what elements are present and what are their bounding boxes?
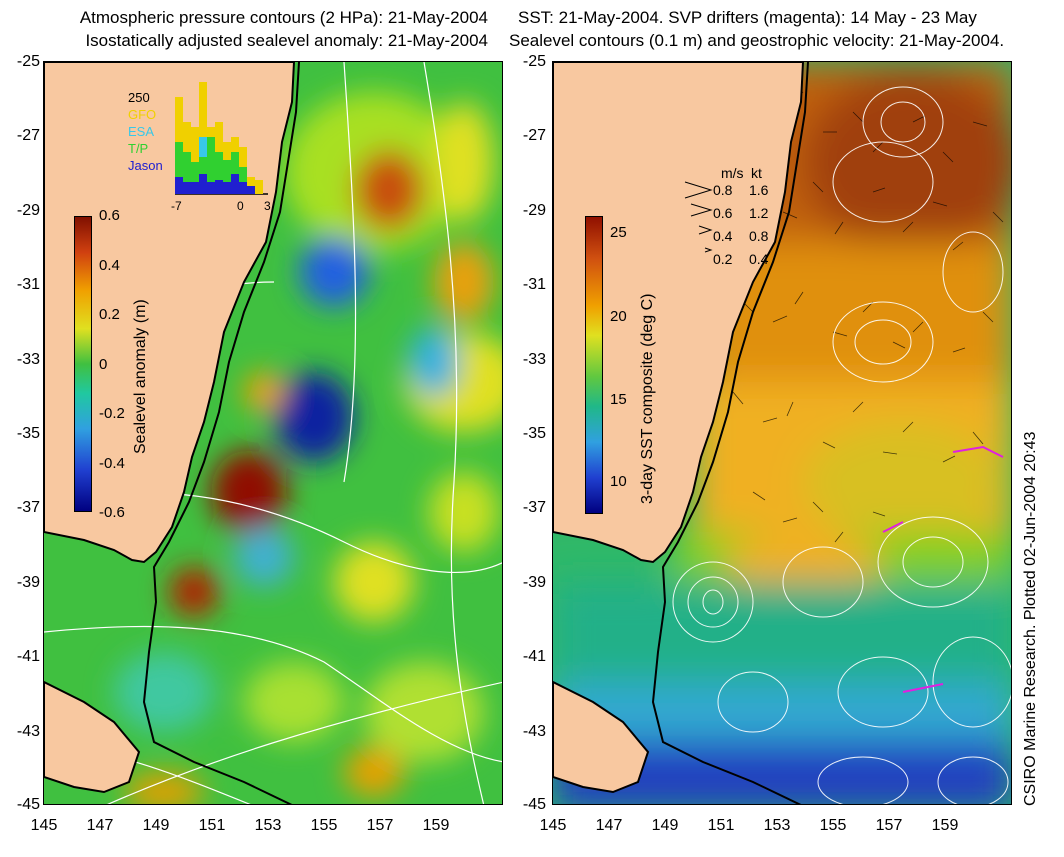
lon-tick-left: 151 bbox=[198, 817, 226, 834]
lon-tick-left: 155 bbox=[310, 817, 338, 834]
lat-tick-right: -39 bbox=[522, 574, 546, 591]
colorbar-tick: 0.4 bbox=[99, 257, 120, 274]
lat-tick-right: -31 bbox=[522, 276, 546, 293]
legend-tp: T/P bbox=[128, 141, 149, 156]
lon-tick-right: 147 bbox=[595, 817, 623, 834]
lon-tick-left: 157 bbox=[366, 817, 394, 834]
histogram-tick-max: 3 bbox=[264, 199, 271, 213]
colorbar-tick: -0.2 bbox=[99, 405, 125, 422]
velocity-arrow-icons bbox=[684, 181, 713, 253]
lon-tick-left: 145 bbox=[30, 817, 58, 834]
velocity-legend-kt: 1.2 bbox=[749, 205, 769, 221]
sst-colorbar bbox=[585, 216, 603, 514]
lat-tick-right: -41 bbox=[522, 648, 546, 665]
left-title-line1: Atmospheric pressure contours (2 HPa): 2… bbox=[79, 8, 488, 27]
velocity-legend-kt: 0.4 bbox=[749, 251, 769, 267]
right-title-line2: Sealevel contours (0.1 m) and geostrophi… bbox=[509, 31, 1005, 50]
velocity-legend-ms: 0.4 bbox=[713, 228, 733, 244]
colorbar-tick: 0 bbox=[99, 356, 108, 373]
histogram-tick-min: -7 bbox=[171, 199, 182, 213]
sst-colorbar-label: 3-day SST composite (deg C) bbox=[639, 293, 656, 504]
lon-tick-right: 157 bbox=[875, 817, 903, 834]
lon-tick-left: 159 bbox=[422, 817, 450, 834]
lat-tick-left: -39 bbox=[16, 574, 40, 591]
lon-tick-left: 149 bbox=[142, 817, 170, 834]
lon-tick-right: 151 bbox=[707, 817, 735, 834]
colorbar-tick: 25 bbox=[610, 224, 627, 241]
left-title-line2: Isostatically adjusted sealevel anomaly:… bbox=[85, 31, 488, 50]
lat-tick-right: -43 bbox=[522, 723, 546, 740]
velocity-legend-kt: 0.8 bbox=[749, 228, 769, 244]
velocity-legend-kt: 1.6 bbox=[749, 182, 769, 198]
credit-label: CSIRO Marine Research. Plotted 02-Jun-20… bbox=[1022, 431, 1039, 806]
colorbar-tick: -0.4 bbox=[99, 455, 125, 472]
sealevel-colorbar-label: Sealevel anomaly (m) bbox=[132, 299, 149, 454]
lon-tick-left: 147 bbox=[86, 817, 114, 834]
lat-tick-left: -41 bbox=[16, 648, 40, 665]
lon-tick-left: 153 bbox=[254, 817, 282, 834]
velocity-legend-ms: 0.6 bbox=[713, 205, 733, 221]
lat-tick-right: -35 bbox=[522, 425, 546, 442]
lat-tick-left: -33 bbox=[16, 351, 40, 368]
lat-tick-right: -37 bbox=[522, 499, 546, 516]
velocity-legend-ms: 0.8 bbox=[713, 182, 733, 198]
legend-gfo: GFO bbox=[128, 107, 157, 122]
lat-tick-right: -25 bbox=[522, 53, 546, 70]
lat-tick-right: -27 bbox=[522, 127, 546, 144]
lon-tick-right: 145 bbox=[539, 817, 567, 834]
lon-tick-right: 149 bbox=[651, 817, 679, 834]
lon-tick-right: 153 bbox=[763, 817, 791, 834]
velocity-legend-header-kt: kt bbox=[751, 165, 762, 181]
colorbar-tick: 0.2 bbox=[99, 306, 120, 323]
sst-field bbox=[553, 62, 1011, 804]
histogram-y-max-label: 250 bbox=[128, 90, 150, 105]
legend-esa: ESA bbox=[128, 124, 155, 139]
colorbar-tick: -0.6 bbox=[99, 504, 125, 521]
lon-tick-right: 159 bbox=[931, 817, 959, 834]
lat-tick-left: -31 bbox=[16, 276, 40, 293]
sealevel-anomaly-field bbox=[44, 62, 502, 804]
lat-tick-left: -27 bbox=[16, 127, 40, 144]
lat-tick-left: -43 bbox=[16, 723, 40, 740]
lat-tick-left: -45 bbox=[16, 796, 40, 813]
satellite-histogram bbox=[175, 82, 268, 195]
sealevel-anomaly-map: 250 GFO ESA T/P Jason -7 0 3 0.6 0.4 0.2… bbox=[43, 61, 503, 805]
lat-tick-left: -29 bbox=[16, 202, 40, 219]
velocity-legend-ms: 0.2 bbox=[713, 251, 733, 267]
lat-tick-left: -37 bbox=[16, 499, 40, 516]
lat-tick-left: -25 bbox=[16, 53, 40, 70]
lat-tick-right: -29 bbox=[522, 202, 546, 219]
colorbar-tick: 10 bbox=[610, 473, 627, 490]
colorbar-tick: 15 bbox=[610, 391, 627, 408]
lon-tick-right: 155 bbox=[819, 817, 847, 834]
lat-tick-right: -45 bbox=[522, 796, 546, 813]
sealevel-colorbar bbox=[74, 216, 92, 512]
right-title-line1: SST: 21-May-2004. SVP drifters (magenta)… bbox=[518, 8, 977, 27]
sst-map: 25 20 15 10 3-day SST composite (deg C) … bbox=[552, 61, 1012, 805]
colorbar-tick: 20 bbox=[610, 308, 627, 325]
histogram-tick-zero: 0 bbox=[237, 199, 244, 213]
velocity-legend-header-ms: m/s bbox=[721, 165, 744, 181]
colorbar-tick: 0.6 bbox=[99, 207, 120, 224]
legend-jason: Jason bbox=[128, 158, 163, 173]
lat-tick-left: -35 bbox=[16, 425, 40, 442]
lat-tick-right: -33 bbox=[522, 351, 546, 368]
